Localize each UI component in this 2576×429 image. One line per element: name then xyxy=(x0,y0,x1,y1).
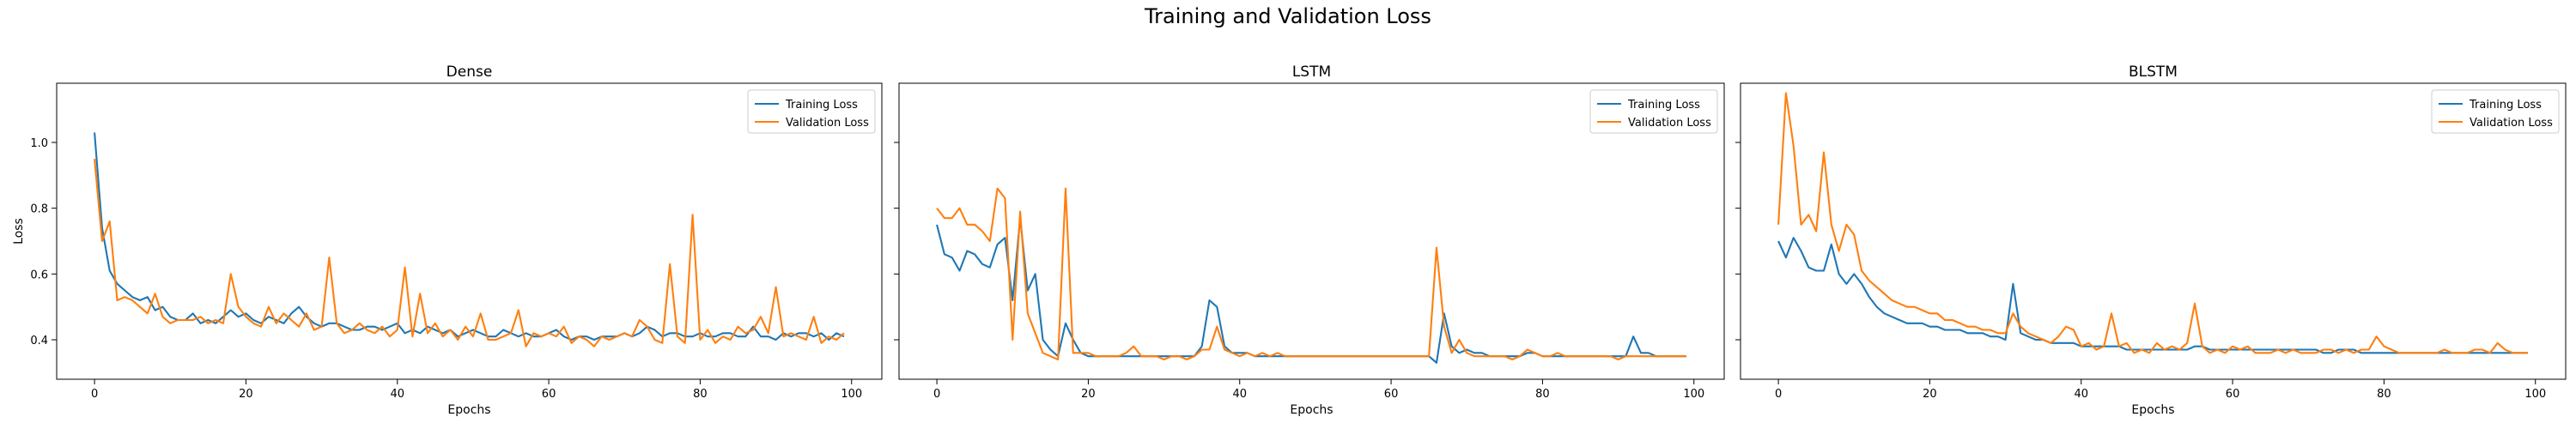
legend-label: Training Loss xyxy=(1627,99,1700,112)
series-line-validation xyxy=(94,159,845,347)
axes-0: Dense 0 20 40 60 80 100 0.4 0.6 0.8 1.0 Epochs Loss T… xyxy=(12,63,883,417)
x-tick-label: 100 xyxy=(841,388,862,401)
x-tick-label: 20 xyxy=(1081,388,1096,401)
axes-title: Dense xyxy=(447,63,493,81)
x-tick-label: 80 xyxy=(1535,388,1550,401)
legend-label: Training Loss xyxy=(2469,99,2542,112)
legend: Training Loss Validation Loss xyxy=(1589,89,1718,134)
legend-label: Training Loss xyxy=(785,99,858,112)
axes-frame xyxy=(1740,82,2567,380)
x-tick-label: 100 xyxy=(1683,388,1704,401)
x-axis-label: Epochs xyxy=(447,403,490,417)
x-axis-label: Epochs xyxy=(1290,403,1333,417)
x-tick-label: 60 xyxy=(2226,388,2240,401)
x-tick-label: 0 xyxy=(1775,388,1782,401)
y-tick-label: 0.4 xyxy=(30,335,48,347)
y-tick-label: 1.0 xyxy=(30,137,48,150)
legend: Training Loss Validation Loss xyxy=(747,89,876,134)
legend-label: Validation Loss xyxy=(786,117,869,130)
x-tick-label: 40 xyxy=(390,388,404,401)
series-line-validation xyxy=(1777,92,2528,354)
x-tick-label: 0 xyxy=(933,388,940,401)
legend-box xyxy=(2431,89,2560,134)
y-tick-label: 0.6 xyxy=(30,269,48,281)
axes-frame xyxy=(56,82,883,380)
axes-1: LSTM 0 20 40 60 80 100 Epochs Training Loss Valid… xyxy=(894,63,1725,417)
x-axis-label: Epochs xyxy=(2131,403,2174,417)
x-tick-label: 60 xyxy=(1384,388,1399,401)
axes-title: BLSTM xyxy=(2129,63,2178,81)
x-tick-label: 60 xyxy=(542,388,556,401)
legend: Training Loss Validation Loss xyxy=(2431,89,2560,134)
x-tick-label: 80 xyxy=(693,388,708,401)
legend-label: Validation Loss xyxy=(2470,117,2553,130)
x-tick-label: 20 xyxy=(1923,388,1937,401)
axes-frame xyxy=(898,82,1725,380)
legend-box xyxy=(1589,89,1718,134)
x-tick-label: 100 xyxy=(2524,388,2546,401)
legend-box xyxy=(747,89,876,134)
axes-title: LSTM xyxy=(1292,63,1331,81)
y-axis-label: Loss xyxy=(12,218,26,245)
y-tick-label: 0.8 xyxy=(30,203,48,216)
legend-label: Validation Loss xyxy=(1628,117,1711,130)
axes-2: BLSTM 0 20 40 60 80 100 Epochs Training Loss Vali… xyxy=(1735,63,2567,417)
series-line-validation xyxy=(936,187,1686,361)
x-tick-label: 0 xyxy=(91,388,98,401)
x-tick-label: 20 xyxy=(239,388,253,401)
axes-layer: Dense 0 20 40 60 80 100 0.4 0.6 0.8 1.0 Epochs Loss T… xyxy=(12,63,2567,417)
figure-title: Training and Validation Loss xyxy=(1144,4,1431,28)
x-tick-label: 40 xyxy=(2074,388,2088,401)
x-tick-label: 40 xyxy=(1232,388,1247,401)
x-tick-label: 80 xyxy=(2377,388,2391,401)
